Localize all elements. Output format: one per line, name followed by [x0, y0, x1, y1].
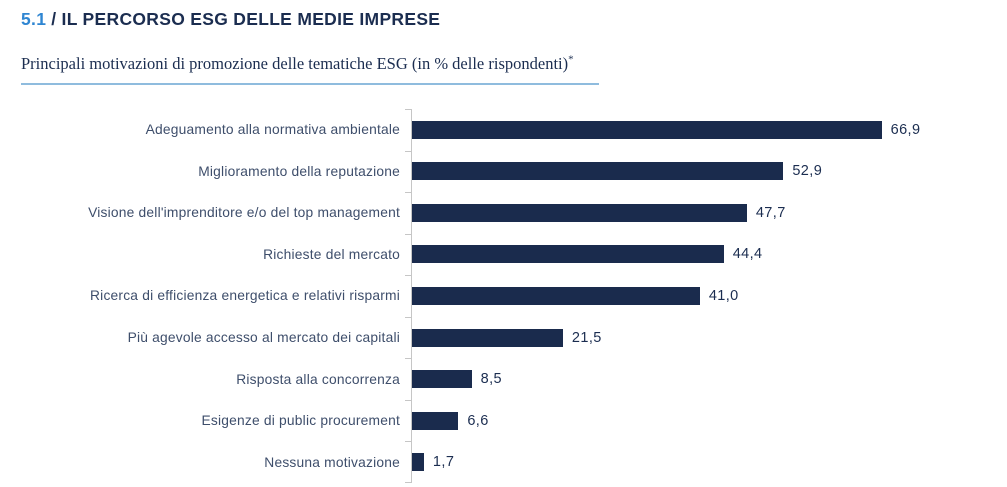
axis-tick — [405, 482, 411, 483]
bar — [412, 328, 563, 347]
value-label: 8,5 — [480, 371, 503, 388]
bar-zone: 1,7 — [412, 453, 1007, 472]
section-title: 5.1/ IL PERCORSO ESG DELLE MEDIE IMPRESE — [21, 9, 440, 30]
chart-subtitle-text: Principali motivazioni di promozione del… — [21, 53, 569, 73]
chart-row: Adeguamento alla normativa ambientale 66,… — [20, 109, 1007, 151]
value-label: 41,0 — [708, 287, 739, 304]
category-label: Adeguamento alla normativa ambientale — [145, 122, 400, 138]
section-number: 5.1 — [21, 9, 47, 29]
bar-chart: Adeguamento alla normativa ambientale 66,… — [20, 109, 1007, 483]
category-label: Richieste del mercato — [263, 246, 400, 262]
value-label: 1,7 — [432, 454, 455, 471]
axis-tick — [405, 233, 411, 235]
axis-tick — [405, 441, 411, 443]
bar-zone: 47,7 — [412, 203, 1007, 222]
axis-tick — [405, 192, 411, 194]
bar — [412, 453, 424, 472]
bar-zone: 41,0 — [412, 286, 1007, 305]
bar — [412, 245, 724, 264]
bar-zone: 52,9 — [412, 162, 1007, 181]
category-label: Nessuna motivazione — [264, 454, 400, 470]
axis-tick — [405, 358, 411, 360]
category-label: Più agevole accesso al mercato dei capit… — [127, 330, 400, 345]
chart-row: Ricerca di efficienza energetica e relat… — [20, 275, 1007, 317]
chart-row: Visione dell'imprenditore e/o del top ma… — [20, 192, 1007, 234]
bar — [412, 120, 882, 139]
section-title-text: / IL PERCORSO ESG DELLE MEDIE IMPRESE — [51, 9, 441, 29]
y-axis-line — [411, 109, 412, 483]
bar-zone: 44,4 — [412, 245, 1007, 264]
bar-zone: 8,5 — [412, 370, 1007, 389]
chart-row: Nessuna motivazione 1,7 — [20, 441, 1007, 483]
value-label: 6,6 — [467, 412, 489, 429]
bar — [412, 286, 700, 305]
category-label: Visione dell'imprenditore e/o del top ma… — [88, 205, 400, 221]
value-label: 44,4 — [732, 246, 763, 263]
value-label: 21,5 — [571, 329, 602, 346]
bar-zone: 66,9 — [412, 120, 1007, 139]
chart-row: Risposta alla concorrenza 8,5 — [20, 358, 1007, 400]
subtitle-footnote-marker: * — [568, 53, 574, 65]
axis-tick — [405, 399, 411, 401]
axis-tick — [405, 150, 411, 152]
value-label: 47,7 — [755, 204, 786, 221]
value-label: 66,9 — [890, 121, 921, 138]
category-label: Miglioramento della reputazione — [198, 163, 400, 179]
chart-subtitle: Principali motivazioni di promozione del… — [21, 53, 574, 73]
axis-tick — [405, 316, 411, 318]
bar-zone: 6,6 — [412, 411, 1007, 430]
bar — [412, 370, 472, 389]
chart-row: Esigenze di public procurement 6,6 — [20, 400, 1007, 442]
chart-row: Più agevole accesso al mercato dei capit… — [20, 317, 1007, 359]
axis-tick — [405, 275, 411, 277]
value-label: 52,9 — [792, 163, 823, 180]
chart-subtitle-underline: Principali motivazioni di promozione del… — [21, 53, 599, 85]
category-label: Ricerca di efficienza energetica e relat… — [90, 288, 400, 304]
chart-row: Miglioramento della reputazione 52,9 — [20, 151, 1007, 193]
chart-row: Richieste del mercato 44,4 — [20, 234, 1007, 276]
bar — [412, 411, 459, 430]
category-label: Risposta alla concorrenza — [236, 371, 400, 387]
chart-rows: Adeguamento alla normativa ambientale 66,… — [20, 109, 1007, 483]
axis-tick — [405, 109, 411, 110]
bar — [412, 162, 784, 181]
bar-zone: 21,5 — [412, 328, 1007, 347]
bar — [412, 203, 747, 222]
category-label: Esigenze di public procurement — [201, 413, 400, 429]
